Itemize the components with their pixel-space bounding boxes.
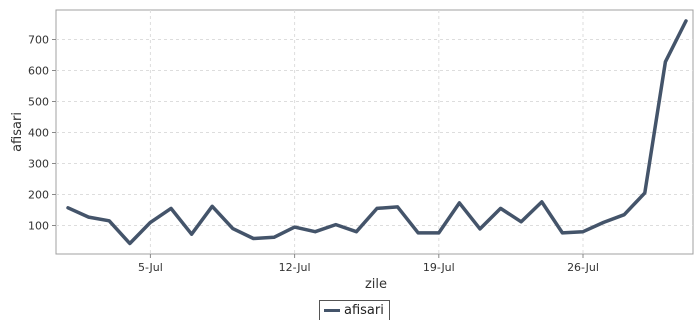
legend-swatch-afisari [324,309,340,312]
x-tick-label-19-Jul: 19-Jul [423,261,455,274]
y-axis-label: afisari [10,112,25,152]
y-tick-label-300: 300 [28,158,49,171]
x-tick-label-12-Jul: 12-Jul [279,261,311,274]
series-line-afisari [66,19,688,246]
line-chart: 100 200 300 400 500 600 700 5-Jul 12-Jul 19-Jul 2… [10,9,694,292]
legend-label-afisari: afisari [344,303,384,318]
y-tick-label-100: 100 [28,220,49,233]
x-axis-label: zile [365,277,387,292]
y-tick-label-700: 700 [28,34,49,47]
y-tick-label-600: 600 [28,65,49,78]
y-tick-label-500: 500 [28,96,49,109]
y-tick-label-400: 400 [28,127,49,140]
y-tick-label-200: 200 [28,189,49,202]
y-axis-ticks: 100 200 300 400 500 600 700 [28,34,56,233]
x-tick-label-26-Jul: 26-Jul [567,261,599,274]
x-tick-label-5-Jul: 5-Jul [138,261,163,274]
x-axis-ticks: 5-Jul 12-Jul 19-Jul 26-Jul [138,254,599,274]
grid-lines [56,10,693,254]
legend: afisari [319,300,390,320]
